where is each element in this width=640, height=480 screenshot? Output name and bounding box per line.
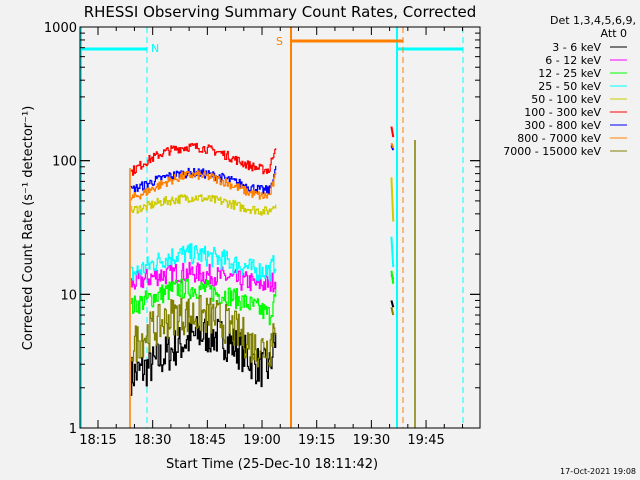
saa-label: S: [276, 35, 283, 48]
series-group: [130, 126, 395, 396]
legend-header: Det 1,3,4,5,6,9,: [550, 14, 636, 27]
x-tick-label: 19:15: [298, 433, 335, 448]
y-tick-label: 1000: [44, 21, 77, 36]
y-tick-label: 10: [60, 288, 77, 303]
y-tick-label: 100: [52, 155, 77, 170]
chart-title: RHESSI Observing Summary Count Rates, Co…: [84, 3, 477, 21]
x-tick-label: 18:45: [189, 433, 226, 448]
legend-label: 12 - 25 keV: [538, 67, 601, 80]
legend-label: 7000 - 15000 keV: [503, 145, 601, 158]
legend-label: 3 - 6 keV: [552, 41, 601, 54]
legend-label: 100 - 300 keV: [524, 106, 601, 119]
legend-label: 800 - 7000 keV: [517, 132, 601, 145]
series-line-8: [130, 294, 277, 368]
series-line-5: [130, 142, 277, 176]
y-tick-label: 1: [69, 422, 77, 437]
legend-label: 25 - 50 keV: [538, 80, 601, 93]
legend-label: 300 - 800 keV: [524, 119, 601, 132]
series-burst-0: [390, 300, 395, 308]
legend-label: 50 - 100 keV: [531, 93, 601, 106]
footer-timestamp: 17-Oct-2021 19:08: [560, 467, 636, 476]
x-tick-label: 19:30: [353, 433, 390, 448]
series-line-2: [130, 278, 277, 326]
series-line-4: [130, 194, 277, 216]
series-line-1: [130, 261, 277, 293]
series-burst-3: [390, 236, 395, 268]
x-tick-label: 19:00: [243, 433, 280, 448]
legend-label: 6 - 12 keV: [545, 54, 601, 67]
series-burst-7: [390, 142, 395, 149]
x-tick-label: 19:45: [407, 433, 444, 448]
series-burst-8: [390, 307, 395, 316]
legend-header: Att 0: [601, 27, 627, 40]
series-line-7: [130, 170, 277, 201]
x-axis-label: Start Time (25-Dec-10 18:11:42): [166, 457, 378, 472]
series-line-3: [130, 243, 277, 282]
x-tick-label: 18:30: [134, 433, 171, 448]
series-burst-4: [390, 177, 395, 222]
annotations: NS: [80, 27, 464, 428]
series-burst-2: [390, 270, 395, 284]
series-line-6: [130, 165, 277, 195]
series-line-0: [130, 313, 277, 396]
series-burst-5: [390, 126, 395, 138]
x-tick-label: 18:15: [79, 433, 116, 448]
night-label: N: [151, 42, 159, 55]
y-axis-label: Corrected Count Rate (s⁻¹ detector⁻¹): [21, 106, 36, 351]
axes: 18:15 18:30 18:45 19:00 19:15 19:30 19:45 1 10 10…: [44, 21, 481, 448]
